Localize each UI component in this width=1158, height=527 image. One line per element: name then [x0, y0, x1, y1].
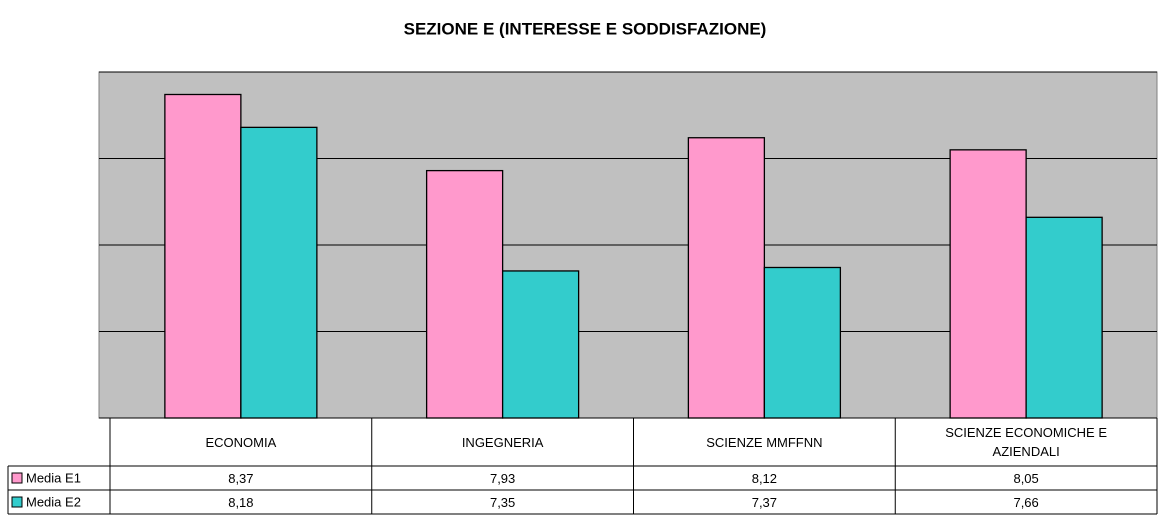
bar: [687, 137, 766, 419]
data-label: 8,12: [751, 470, 778, 486]
bar: [949, 149, 1027, 419]
data-label: 8,37: [228, 470, 254, 486]
bar: [501, 270, 580, 419]
data-label: 8,05: [1013, 470, 1039, 486]
legend-label: Media E2: [26, 494, 81, 509]
bar: [240, 126, 318, 419]
bar: [1025, 216, 1103, 419]
data-label: 7,37: [751, 494, 778, 510]
x-tick-label: INGEGNERIA: [461, 434, 544, 450]
x-tick-label: ECONOMIA: [205, 434, 277, 450]
x-tick-label: SCIENZE MMFFNN: [706, 434, 823, 450]
data-label: 8,18: [228, 494, 254, 510]
legend-label: Media E1: [26, 470, 81, 485]
data-label: 7,66: [1013, 494, 1039, 510]
legend-swatch: [11, 496, 23, 508]
data-label: 7,35: [489, 494, 516, 510]
bar: [763, 266, 842, 419]
chart-title: SEZIONE E (INTERESSE E SODDISFAZIONE): [404, 19, 767, 38]
bar: [425, 169, 504, 419]
data-label: 7,93: [489, 470, 516, 486]
bar: [164, 93, 242, 419]
x-tick-label: SCIENZE ECONOMICHE E AZIENDALI: [945, 425, 1108, 459]
legend-swatch: [11, 472, 23, 484]
